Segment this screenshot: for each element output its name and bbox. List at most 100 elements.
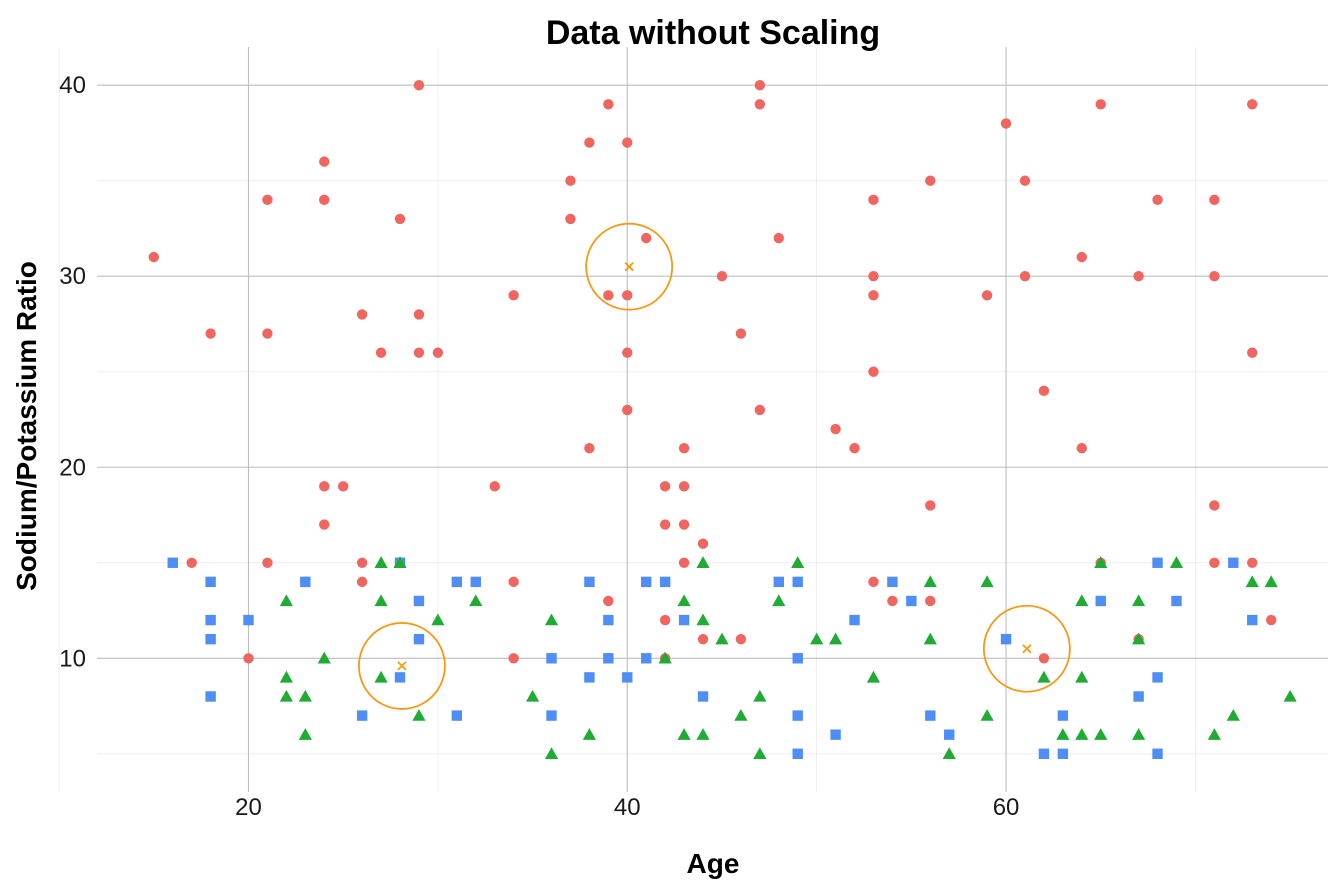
data-point-circle (394, 213, 406, 225)
data-point-triangle (677, 594, 691, 607)
data-point-square (1228, 557, 1239, 568)
data-point-square (300, 576, 311, 588)
data-point-square (603, 653, 614, 664)
data-point-circle (1265, 614, 1277, 626)
data-point-triangle (923, 632, 937, 645)
y-tick-label: 30 (59, 263, 86, 290)
data-point-circle (1209, 557, 1220, 568)
centroid-ring (982, 604, 1071, 693)
data-point-square (697, 691, 709, 702)
data-point-circle (262, 328, 273, 339)
data-point-triangle (469, 594, 483, 607)
data-point-circle (868, 271, 879, 282)
data-point-square (792, 653, 803, 664)
data-point-triangle (374, 594, 388, 607)
data-point-circle (754, 404, 766, 416)
data-point-square (1152, 557, 1163, 568)
data-point-triangle (1264, 575, 1278, 588)
data-point-square (584, 672, 595, 683)
data-point-square (243, 614, 254, 626)
data-point-triangle (525, 689, 540, 702)
data-point-triangle (753, 689, 767, 702)
data-point-circle (584, 137, 595, 148)
data-point-circle (603, 290, 614, 301)
data-point-circle (697, 538, 709, 549)
data-point-circle (868, 290, 879, 301)
data-point-circle (565, 213, 576, 225)
axis-ticks: 20 40 60 10 20 30 40 (59, 72, 1019, 821)
data-point-triangle (1075, 670, 1089, 683)
data-point-circle (565, 175, 576, 186)
centroid-ring (358, 622, 446, 710)
data-point-triangle (279, 594, 293, 607)
data-point-triangle (923, 575, 937, 588)
data-point-square (678, 614, 690, 626)
data-point-circle (1076, 442, 1088, 454)
x-axis-title: Age (687, 848, 740, 879)
data-point-triangle (1245, 575, 1259, 588)
data-point-circle (413, 309, 425, 320)
data-point-circle (868, 366, 879, 377)
y-tick-label: 10 (59, 645, 86, 672)
data-point-circle (603, 595, 614, 607)
data-point-circle (413, 347, 425, 358)
data-point-triangle (393, 556, 407, 568)
data-point-square (641, 653, 652, 664)
data-point-square (792, 576, 803, 588)
data-point-square (622, 672, 633, 683)
data-point-circle (697, 633, 709, 645)
data-point-square (470, 576, 481, 588)
data-point-circle (319, 481, 330, 492)
data-point-circle (925, 175, 936, 186)
data-point-triangle (866, 670, 881, 683)
centroid-marker (397, 661, 407, 671)
data-point-triangle (544, 747, 559, 759)
data-point-circle (1247, 99, 1258, 110)
data-point-square (1000, 633, 1012, 645)
data-point-triangle (298, 689, 312, 702)
data-point-square (584, 576, 595, 588)
data-point-circle (849, 442, 860, 454)
data-point-triangle (677, 728, 691, 740)
data-point-triangle (942, 747, 956, 759)
data-point-square (603, 614, 614, 626)
data-point-circle (262, 194, 273, 206)
data-point-square (944, 729, 955, 740)
data-point-triangle (1283, 689, 1297, 702)
centroid-ring (585, 222, 674, 311)
data-point-circle (678, 557, 690, 568)
data-point-square (413, 595, 425, 607)
y-tick-label: 20 (59, 454, 86, 481)
data-point-circle (1209, 194, 1220, 206)
data-point-triangle (374, 556, 388, 568)
data-point-square (394, 672, 406, 683)
data-point-circle (1038, 653, 1050, 664)
data-point-circle (925, 595, 936, 607)
data-point-circle (754, 99, 766, 110)
plot-area (148, 80, 1297, 759)
data-point-triangle (1169, 556, 1184, 568)
data-point-circle (773, 232, 784, 244)
data-point-circle (508, 290, 519, 301)
y-tick-label: 40 (59, 72, 86, 99)
data-point-square (1171, 595, 1182, 607)
data-point-square (792, 748, 803, 759)
data-point-square (167, 557, 178, 568)
data-point-square (451, 710, 463, 721)
data-point-circle (243, 653, 254, 664)
data-point-circle (735, 633, 747, 645)
data-point-circle (205, 328, 216, 339)
grid (58, 47, 1328, 792)
centroid-marker (1022, 644, 1032, 654)
data-point-circle (1133, 271, 1144, 282)
data-point-triangle (374, 670, 388, 683)
data-point-circle (1247, 557, 1258, 568)
data-point-triangle (753, 747, 767, 759)
data-point-circle (1209, 500, 1220, 511)
data-point-square (205, 633, 216, 645)
data-point-square (792, 710, 803, 721)
data-point-triangle (696, 556, 710, 568)
data-point-circle (868, 194, 879, 206)
data-point-triangle (431, 613, 445, 626)
